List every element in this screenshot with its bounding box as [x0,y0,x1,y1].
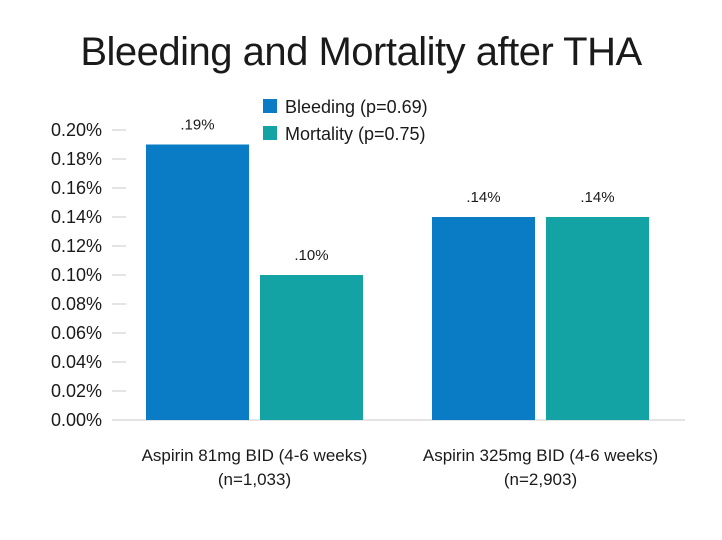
y-tick-label: 0.16% [51,178,102,198]
y-tick-label: 0.00% [51,410,102,430]
legend-label: Mortality (p=0.75) [285,124,426,144]
category-label: Aspirin 325mg BID (4-6 weeks) [423,446,658,465]
y-tick-label: 0.20% [51,120,102,140]
data-label: .14% [580,189,614,206]
y-tick-label: 0.04% [51,352,102,372]
data-label: .10% [294,247,328,264]
bar-bleeding [432,217,535,420]
chart-title: Bleeding and Mortality after THA [80,30,642,74]
y-tick-label: 0.18% [51,149,102,169]
bar-mortality [546,217,649,420]
category-label: Aspirin 81mg BID (4-6 weeks) [142,446,368,465]
category-label: (n=2,903) [504,470,577,489]
y-tick-label: 0.08% [51,294,102,314]
y-tick-label: 0.12% [51,236,102,256]
y-tick-label: 0.02% [51,381,102,401]
data-label: .19% [180,117,214,134]
category-label: (n=1,033) [218,470,291,489]
legend-label: Bleeding (p=0.69) [285,97,428,117]
y-tick-label: 0.06% [51,323,102,343]
y-tick-label: 0.14% [51,207,102,227]
legend-swatch [263,126,277,140]
legend-swatch [263,99,277,113]
y-tick-label: 0.10% [51,265,102,285]
data-label: .14% [466,189,500,206]
bar-bleeding [146,144,249,420]
bar-mortality [260,275,363,420]
